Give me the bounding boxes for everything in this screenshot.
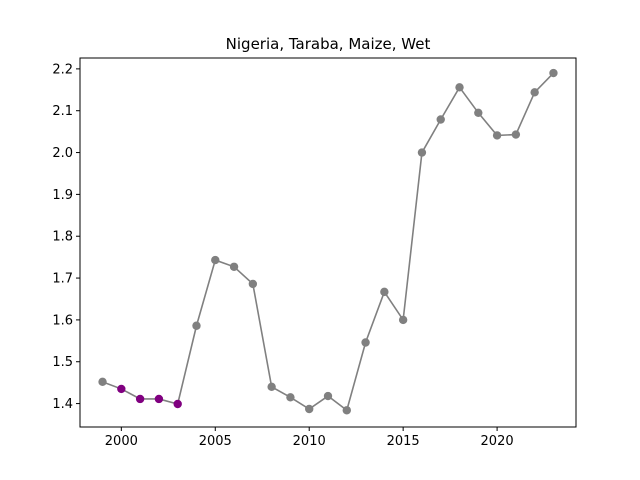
data-point [267, 382, 276, 392]
data-point [98, 377, 107, 387]
y-tick-label: 1.7 [52, 272, 73, 287]
data-point [211, 255, 220, 265]
x-tick-label: 2005 [199, 434, 232, 449]
y-tick-label: 2.2 [52, 62, 73, 77]
y-tick-label: 1.8 [52, 230, 73, 245]
data-point [361, 338, 370, 347]
data-point [511, 130, 521, 139]
x-tick-label: 2020 [481, 434, 514, 449]
plot-area [98, 68, 558, 415]
data-point [248, 279, 258, 289]
plot-frame [79, 57, 577, 428]
data-point [530, 88, 539, 97]
series-line [102, 72, 555, 412]
highlighted-data-point [135, 394, 145, 404]
y-tick-label: 1.9 [52, 188, 73, 203]
x-tick-label: 2010 [293, 434, 326, 449]
data-point [229, 262, 239, 271]
data-point [474, 108, 483, 118]
data-point [492, 131, 502, 140]
data-point [305, 404, 314, 414]
y-tick-label: 2.0 [52, 146, 73, 161]
y-tick-label: 1.5 [52, 355, 73, 370]
highlighted-data-point [173, 399, 182, 409]
data-point [286, 393, 295, 402]
data-point [398, 315, 408, 325]
data-point [455, 83, 464, 92]
x-tick-label: 2000 [105, 434, 138, 449]
y-tick-label: 1.4 [52, 397, 73, 412]
data-point [323, 391, 333, 401]
data-point [549, 68, 558, 78]
data-point [417, 148, 427, 157]
y-tick-label: 1.6 [52, 313, 73, 328]
data-point [436, 115, 445, 124]
x-tick-label: 2015 [387, 434, 420, 449]
highlighted-data-point [154, 394, 164, 404]
data-point [342, 406, 351, 415]
chart-title: Nigeria, Taraba, Maize, Wet [226, 35, 431, 53]
y-tick-label: 2.1 [52, 104, 73, 119]
highlighted-data-point [117, 384, 126, 394]
data-point [192, 321, 201, 330]
data-point [380, 287, 389, 297]
